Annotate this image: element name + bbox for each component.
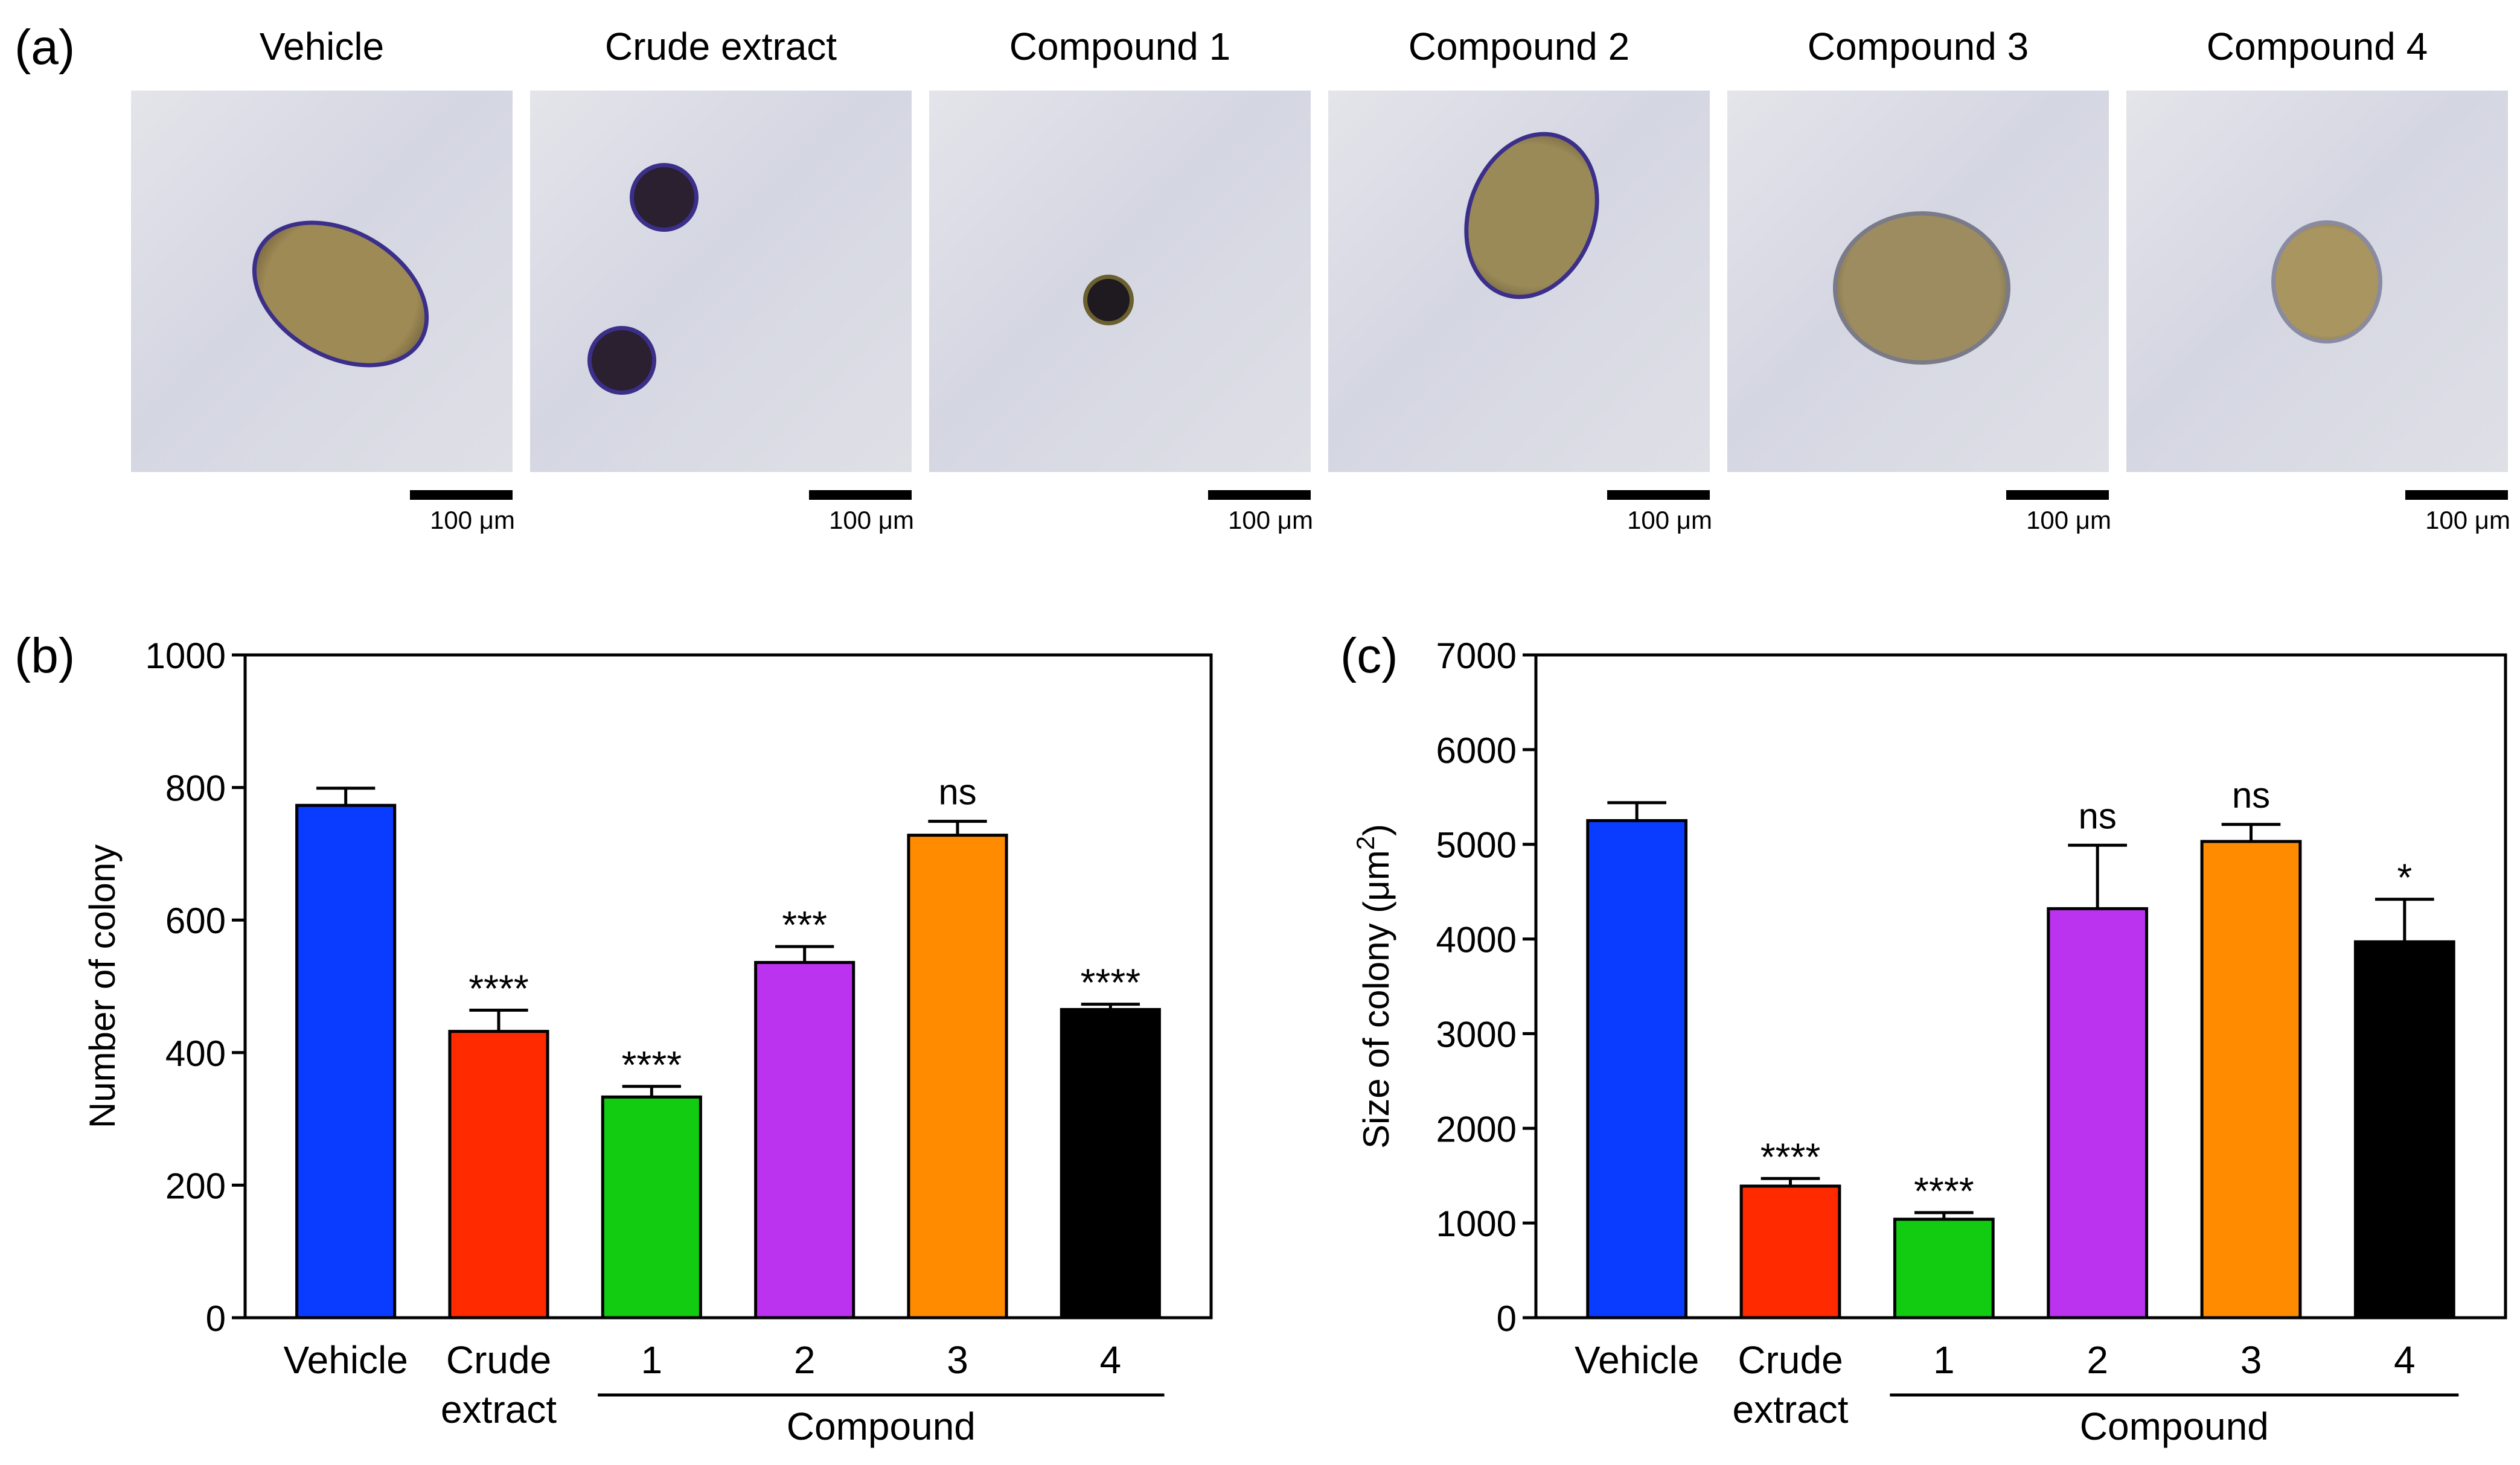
y-tick-label: 3000 — [1436, 1014, 1517, 1055]
significance-label: ns — [2232, 775, 2270, 815]
x-tick-label: 1 — [1933, 1338, 1955, 1382]
y-axis-label: Number of colony — [82, 844, 123, 1128]
bar — [2353, 940, 2455, 1320]
significance-label: *** — [782, 903, 827, 946]
x-tick-label: Crude — [1738, 1338, 1843, 1382]
bar — [1586, 819, 1688, 1320]
x-tick-label: 2 — [794, 1338, 816, 1382]
micrograph-image — [530, 91, 912, 472]
y-tick-label: 1000 — [146, 636, 226, 676]
x-tick-label: 4 — [2394, 1338, 2416, 1382]
scale-bar — [410, 490, 513, 500]
significance-label: **** — [1760, 1135, 1821, 1178]
colony-number-chart: 0 200 400 600 800 1000 Number of colony Vehicle… — [82, 636, 1213, 1448]
bar — [754, 960, 855, 1320]
x-tick-label: Vehicle — [283, 1338, 408, 1382]
panel-b-label: (b) — [14, 628, 75, 683]
scale-bar — [2405, 490, 2508, 500]
colony-shape — [1833, 211, 2010, 365]
scale-bar — [1208, 490, 1311, 500]
bar — [448, 1030, 549, 1320]
y-tick-label: 6000 — [1436, 730, 1517, 771]
micrograph-title: Compound 3 — [1807, 25, 2029, 68]
significance-label: **** — [469, 967, 529, 1010]
micrograph-title: Compound 4 — [2206, 25, 2428, 68]
colony-shape — [630, 163, 699, 232]
x-tick-label: 3 — [2240, 1338, 2262, 1382]
group-label: Compound — [787, 1405, 976, 1448]
bar — [2047, 907, 2149, 1320]
y-tick-label: 0 — [1497, 1298, 1517, 1339]
x-tick-label: Vehicle — [1575, 1338, 1699, 1382]
x-tick-label: extract — [1732, 1388, 1848, 1431]
bar — [1060, 1007, 1161, 1320]
x-tick-label: 1 — [641, 1338, 663, 1382]
colony-shape — [587, 326, 656, 395]
micrograph-title: Vehicle — [259, 25, 385, 68]
x-tick-label: 3 — [947, 1338, 968, 1382]
micrograph-title: Compound 1 — [1009, 25, 1231, 68]
scale-bar-label: 100 μm — [829, 506, 914, 534]
scale-bar-label: 100 μm — [1627, 506, 1712, 534]
scale-bar-label: 100 μm — [1228, 506, 1313, 534]
colony-shape — [2271, 220, 2382, 343]
y-tick-label: 200 — [165, 1166, 226, 1206]
scale-bar — [1607, 490, 1710, 500]
significance-label: **** — [622, 1043, 682, 1087]
panel-c-label: (c) — [1340, 628, 1398, 683]
x-tick-label: extract — [441, 1388, 557, 1431]
bar — [1893, 1218, 1995, 1320]
panel-a-label: (a) — [14, 20, 75, 75]
y-tick-label: 0 — [206, 1298, 226, 1339]
scale-bar-label: 100 μm — [430, 506, 515, 534]
scale-bar-label: 100 μm — [2026, 506, 2111, 534]
micrograph-image — [1328, 91, 1710, 472]
significance-label: **** — [1081, 961, 1141, 1004]
significance-label: ns — [2078, 796, 2116, 836]
plot-frame — [243, 653, 1213, 1320]
x-tick-label: 4 — [1100, 1338, 1122, 1382]
y-tick-label: 4000 — [1436, 920, 1517, 960]
micrograph-image — [1727, 91, 2109, 472]
significance-label: **** — [1914, 1169, 1974, 1213]
micrograph-image — [131, 91, 513, 472]
bar — [907, 834, 1008, 1320]
y-axis-label: Size of colony (μm2) — [1351, 824, 1396, 1149]
colony-size-chart: 0 1000 2000 3000 4000 5000 6000 7000 Size of col… — [1351, 636, 2507, 1448]
micrograph-image — [929, 91, 1311, 472]
y-tick-label: 7000 — [1436, 636, 1517, 676]
y-tick-label: 2000 — [1436, 1109, 1517, 1149]
bar — [601, 1095, 702, 1320]
significance-label: * — [2397, 856, 2412, 899]
y-tick-label: 1000 — [1436, 1204, 1517, 1244]
micrograph-title: Crude extract — [604, 25, 837, 68]
bar — [2200, 840, 2302, 1320]
plot-frame — [1534, 653, 2507, 1320]
scale-bar — [809, 490, 912, 500]
scale-bar — [2006, 490, 2109, 500]
colony-shape — [1083, 275, 1134, 325]
y-tick-label: 600 — [165, 901, 226, 941]
y-tick-label: 5000 — [1436, 825, 1517, 866]
y-tick-label: 800 — [165, 768, 226, 809]
scale-bar-label: 100 μm — [2425, 506, 2510, 534]
x-tick-label: Crude — [446, 1338, 551, 1382]
bar — [295, 803, 397, 1320]
bar — [1739, 1184, 1841, 1320]
micrograph-title: Compound 2 — [1408, 25, 1630, 68]
y-tick-label: 400 — [165, 1033, 226, 1074]
significance-label: ns — [938, 772, 976, 812]
group-label: Compound — [2080, 1405, 2269, 1448]
x-tick-label: 2 — [2087, 1338, 2108, 1382]
micrograph-image — [2126, 91, 2508, 472]
